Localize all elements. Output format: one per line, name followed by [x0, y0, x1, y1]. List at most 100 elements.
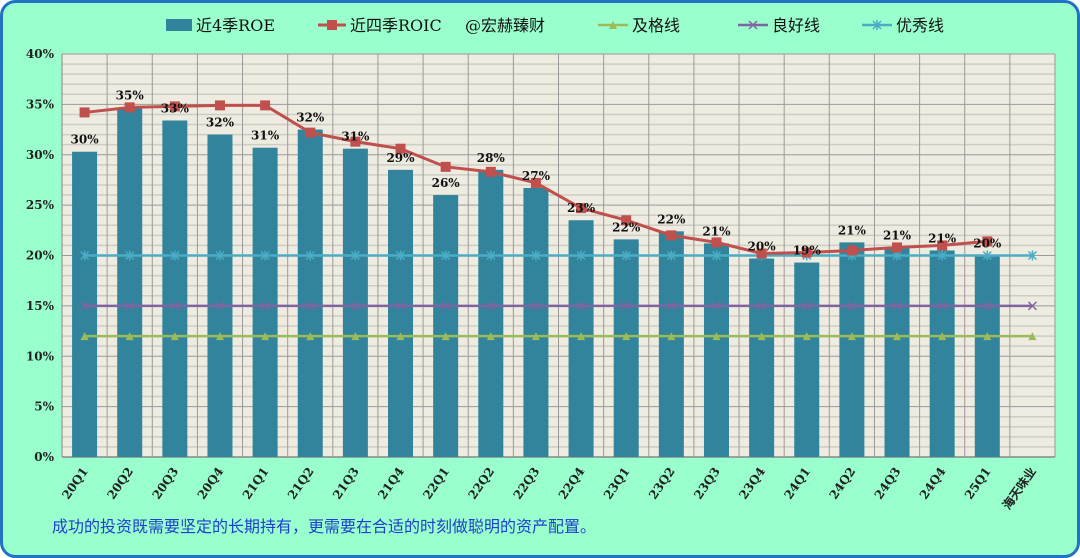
excellent-line-marker	[621, 250, 631, 261]
roe-data-label: 22%	[657, 212, 686, 226]
excellent-line-marker	[937, 250, 947, 261]
excellent-line-marker	[1027, 250, 1037, 261]
excellent-line-marker	[170, 250, 180, 261]
roic-marker	[711, 237, 722, 248]
good-line-marker	[576, 301, 586, 311]
roe-data-label: 29%	[386, 151, 415, 165]
roe-bar	[388, 169, 414, 458]
pass-line-marker	[486, 332, 495, 341]
roe-bar	[839, 242, 865, 457]
good-line-marker	[1027, 301, 1037, 311]
good-line-marker	[802, 301, 812, 311]
legend-roic-label: 近四季ROIC	[350, 16, 442, 35]
pass-line-marker	[938, 332, 947, 341]
pass-line-marker	[757, 332, 766, 341]
pass-line-marker	[441, 332, 450, 341]
roe-bar	[207, 134, 233, 457]
roic-marker	[937, 240, 948, 251]
y-tick-label: 20%	[26, 249, 55, 263]
y-tick-label: 25%	[26, 198, 55, 212]
roic-marker	[846, 245, 857, 256]
roe-data-label: 23%	[567, 201, 596, 215]
roe-data-label: 31%	[251, 129, 280, 143]
excellent-line-marker	[531, 250, 541, 261]
roic-marker	[892, 242, 903, 253]
good-line-marker	[125, 301, 135, 311]
y-tick-label: 15%	[26, 299, 55, 313]
y-tick-label: 5%	[34, 400, 54, 414]
roe-bar	[433, 195, 459, 458]
good-line-marker	[486, 301, 496, 311]
roic-marker	[666, 230, 677, 241]
pass-line-marker	[351, 332, 360, 341]
roe-data-label: 33%	[161, 101, 190, 115]
footer-quote: 成功的投资既需要坚定的长期持有，更需要在合适的时刻做聪明的资产配置。	[52, 517, 596, 536]
roic-marker	[79, 107, 90, 118]
legend-roic-marker	[327, 20, 337, 30]
roic-marker	[350, 136, 361, 147]
roe-data-label: 31%	[341, 130, 370, 144]
good-line-marker	[711, 301, 722, 311]
roe-data-label: 20%	[973, 237, 1002, 251]
pass-line-marker	[170, 332, 179, 341]
excellent-line-marker	[125, 250, 135, 261]
excellent-line-marker	[486, 250, 496, 261]
pass-line-marker	[80, 332, 89, 341]
excellent-line-marker	[395, 250, 406, 261]
pass-line-marker	[712, 332, 721, 341]
roe-bar	[297, 129, 323, 457]
roe-bar	[749, 258, 775, 457]
roic-marker	[169, 101, 180, 112]
roe-bar	[974, 255, 1000, 457]
roe-data-label: 20%	[748, 240, 777, 254]
roic-marker	[124, 102, 135, 113]
y-tick-label: 30%	[26, 148, 55, 162]
legend-marker-1	[748, 20, 758, 30]
roe-bar	[658, 231, 684, 457]
roe-data-label: 19%	[793, 244, 822, 258]
pass-line-marker	[983, 332, 992, 341]
good-line-marker	[441, 301, 451, 311]
legend-label: 良好线	[772, 16, 820, 35]
pass-line-marker	[622, 332, 631, 341]
good-line-marker	[982, 301, 992, 311]
roic-marker	[485, 166, 496, 177]
roic-marker	[756, 248, 767, 259]
good-line-marker	[80, 301, 90, 311]
good-line-marker	[215, 301, 225, 311]
roe-data-label: 30%	[71, 133, 100, 147]
roic-marker	[530, 177, 541, 188]
excellent-line-marker	[441, 250, 451, 261]
roic-marker	[440, 161, 451, 172]
good-line-marker	[305, 301, 315, 311]
good-line-marker	[666, 301, 676, 311]
roic-marker	[576, 203, 587, 214]
roe-data-label: 26%	[432, 176, 461, 190]
pass-line-marker	[847, 332, 856, 341]
roe-data-label: 21%	[883, 228, 912, 242]
good-line-marker	[892, 301, 902, 311]
pass-line-marker	[577, 332, 586, 341]
roe-bar	[794, 262, 820, 457]
roe-bar	[162, 120, 188, 458]
roic-marker	[260, 100, 271, 111]
y-tick-label: 0%	[34, 450, 54, 464]
roic-marker	[214, 100, 225, 111]
roe-bar	[117, 107, 143, 458]
legend-roe-label: 近4季ROE	[196, 16, 275, 35]
excellent-line-marker	[576, 250, 586, 261]
roe-bar	[929, 250, 955, 457]
pass-line-marker	[1028, 332, 1037, 341]
excellent-line-marker	[982, 250, 992, 261]
y-tick-label: 10%	[26, 349, 55, 363]
excellent-line-marker	[666, 250, 676, 261]
good-line-marker	[621, 301, 631, 311]
pass-line-marker	[125, 332, 134, 341]
good-line-marker	[937, 301, 947, 311]
roic-marker	[801, 247, 812, 258]
excellent-line-marker	[350, 250, 360, 261]
excellent-line-marker	[80, 250, 90, 261]
roe-bar	[478, 169, 504, 458]
good-line-marker	[395, 301, 406, 311]
